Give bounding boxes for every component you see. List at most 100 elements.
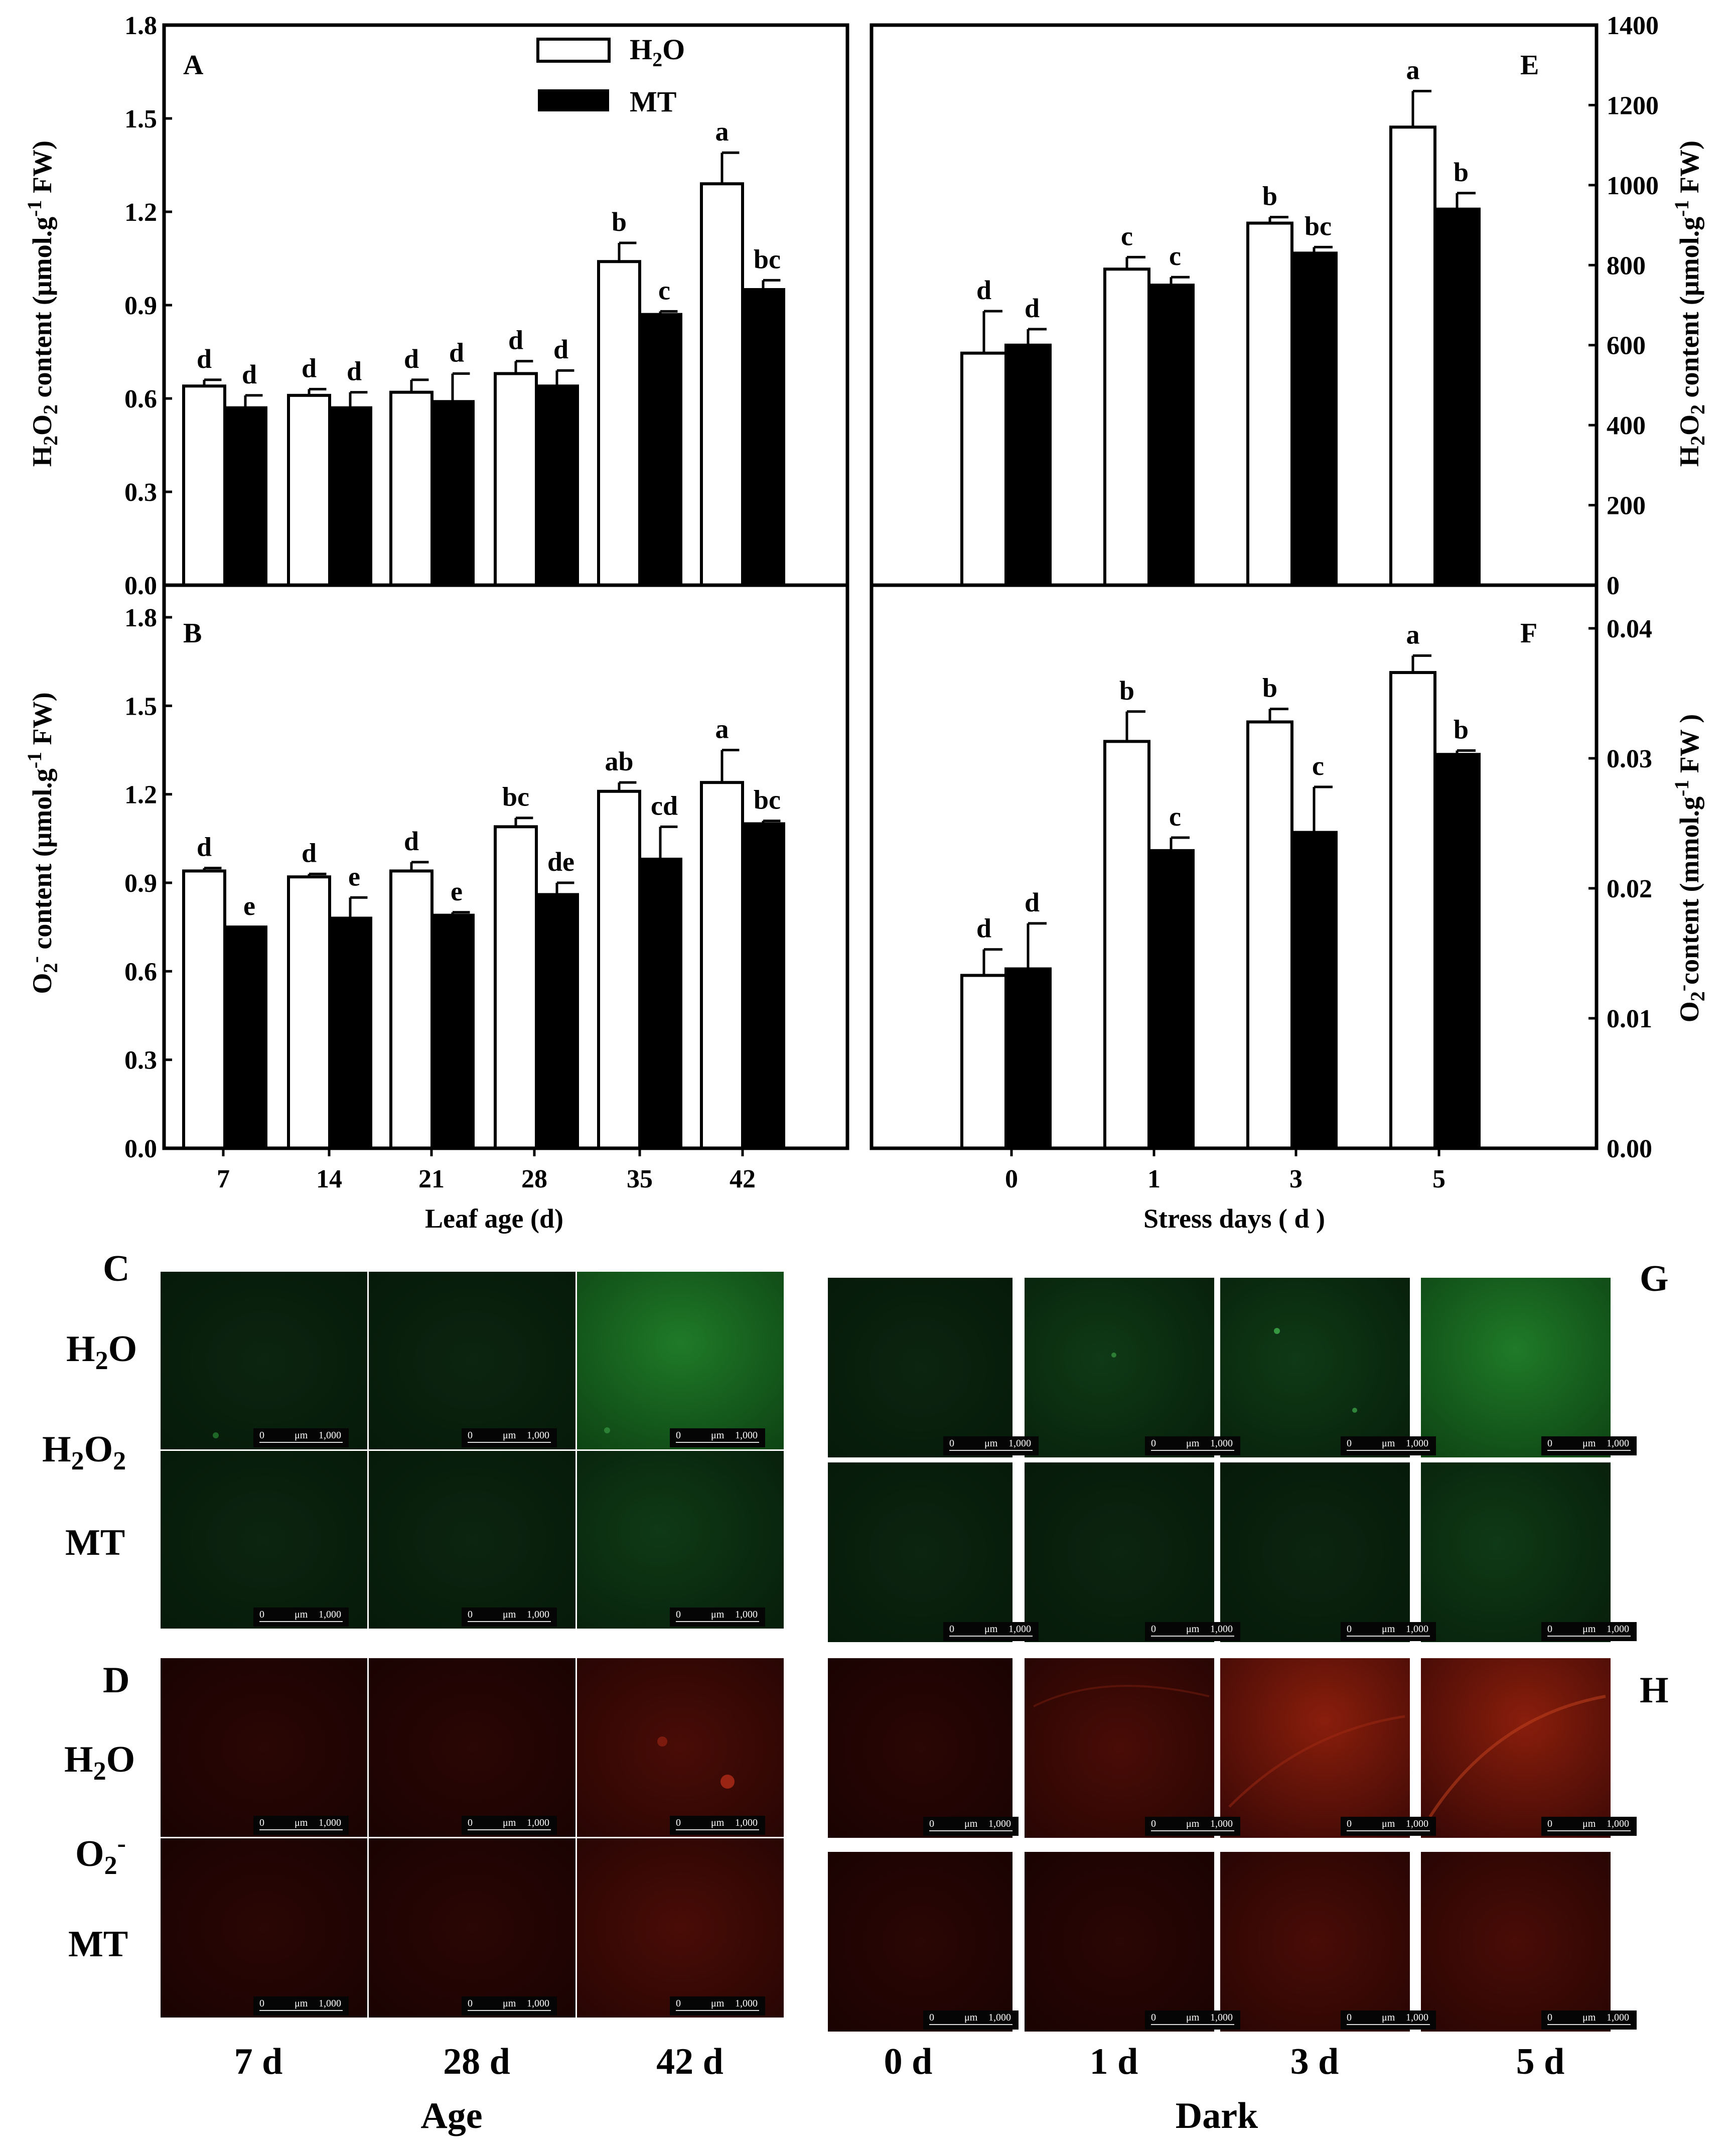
y-tick-label: 0.01 [1607, 1005, 1652, 1033]
scale-bar-max: 1,000 [527, 1998, 549, 2009]
significance-label: e [243, 891, 255, 921]
y-tick-label: 400 [1607, 412, 1646, 440]
scale-bar: 0 μm 1,000 [253, 1428, 349, 1447]
scale-bar-zero: 0 [1547, 1624, 1552, 1635]
scale-bar-box [1145, 1817, 1240, 1836]
x-tick-label: 1 [1147, 1165, 1161, 1193]
panel-letter-e: E [1520, 50, 1539, 81]
micrograph-o2-mt-3d [1220, 1852, 1410, 2032]
significance-label: d [302, 353, 317, 383]
panel-letter-g: G [1640, 1258, 1669, 1299]
scale-bar-unit: μm [1582, 1438, 1596, 1449]
scale-bar-unit: μm [711, 1430, 725, 1441]
col-label-0d: 0 d [884, 2041, 933, 2082]
scale-bar-unit: μm [295, 1817, 308, 1828]
group-label-age: Age [420, 2095, 482, 2136]
scale-bar-box [1341, 1817, 1436, 1836]
scale-bar-box [923, 2010, 1019, 2030]
bar-b-mt-28 [535, 893, 579, 1150]
scale-bar: 0 μm 1,000 [1541, 1622, 1637, 1641]
bar-a-h2o-21 [389, 390, 433, 587]
scale-bar-box [670, 1607, 765, 1627]
scale-bar-box [1145, 1622, 1240, 1641]
scale-bar-zero: 0 [1347, 1624, 1352, 1635]
scale-bar-box [462, 1607, 557, 1627]
scale-bar-zero: 0 [949, 1624, 954, 1635]
plot-frame-f [870, 583, 1599, 1150]
scale-bar-zero: 0 [259, 1430, 264, 1441]
scale-bar: 0 μm 1,000 [462, 1996, 557, 2015]
significance-label: b [1262, 181, 1277, 211]
y-tick-label: 0.0 [124, 1135, 157, 1163]
bar-a-mt-35 [638, 313, 682, 587]
bar-a-mt-14 [328, 406, 372, 587]
micrograph-grid-left [161, 1272, 784, 2018]
x-axis-title-left: Leaf age (d) [425, 1203, 563, 1234]
scale-bar-zero: 0 [468, 1609, 473, 1620]
scale-bar-zero: 0 [1347, 1818, 1352, 1829]
x-tick-label: 5 [1432, 1165, 1445, 1193]
scale-bar-zero: 0 [1347, 1438, 1352, 1449]
scale-bar-box [1341, 1436, 1436, 1455]
scale-bar-unit: μm [1382, 1818, 1395, 1829]
scale-bar: 0 μm 1,000 [923, 1817, 1019, 1836]
scale-bar-max: 1,000 [1406, 2012, 1428, 2023]
scale-bar-max: 1,000 [735, 1609, 758, 1620]
x-axis-title-right: Stress days ( d ) [1143, 1203, 1325, 1234]
micrograph-o2-mt-28d [369, 1838, 575, 2018]
scale-bar: 0 μm 1,000 [943, 1436, 1039, 1455]
bar-a-mt-21 [430, 400, 475, 587]
significance-label: b [1454, 157, 1469, 187]
micrograph-o2-h2o-1d [1025, 1658, 1214, 1838]
scale-bar-max: 1,000 [319, 1609, 341, 1620]
bar-e-h2o-1 [1103, 267, 1150, 587]
micrograph-o2-mt-7d [161, 1838, 367, 2018]
scale-bar-max: 1,000 [1210, 1624, 1233, 1635]
micrograph-h2o2-h2o-42d [577, 1272, 784, 1449]
micrograph-grid-right [828, 1278, 1611, 2032]
scale-bar: 0 μm 1,000 [1145, 1436, 1240, 1455]
bar-e-h2o-3 [1246, 221, 1293, 587]
bar-f-mt-1 [1147, 849, 1195, 1150]
scale-bar-zero: 0 [468, 1430, 473, 1441]
significance-label: b [1262, 673, 1277, 703]
significance-label: bc [754, 785, 781, 815]
plot-frame-b [162, 583, 849, 1150]
micrograph-h2o2-mt-42d [577, 1451, 784, 1629]
bar-e-mt-3 [1290, 251, 1338, 587]
y-tick-label: 0.04 [1607, 615, 1652, 643]
bar-a-h2o-42 [700, 182, 744, 587]
y-tick-label: 0.9 [124, 292, 157, 320]
scale-bar-unit: μm [1186, 1818, 1200, 1829]
significance-label: b [1454, 714, 1469, 744]
scale-bar: 0 μm 1,000 [1145, 1817, 1240, 1836]
micrograph-o2-mt-1d [1025, 1852, 1214, 2032]
significance-label: b [612, 207, 627, 237]
micrograph-h2o2-h2o-1d [1025, 1278, 1214, 1457]
scale-bar-box [670, 1996, 765, 2015]
bar-b-h2o-7 [182, 869, 226, 1150]
y-tick-label: 0.3 [124, 478, 157, 507]
scale-bar-box [943, 1622, 1039, 1641]
group-label-dark: Dark [1176, 2095, 1258, 2136]
y-tick-label: 0.00 [1607, 1135, 1652, 1163]
x-tick-label: 0 [1005, 1165, 1018, 1193]
stain-label-o2: O2- [75, 1829, 126, 1880]
scale-bar-unit: μm [1186, 1438, 1200, 1449]
scale-bar-box [1341, 1622, 1436, 1641]
bar-f-h2o-3 [1246, 720, 1293, 1150]
scale-bar-unit: μm [1186, 1624, 1200, 1635]
scale-bar-max: 1,000 [1406, 1438, 1428, 1449]
scale-bar-max: 1,000 [735, 1817, 758, 1828]
scale-bar-max: 1,000 [319, 1430, 341, 1441]
scale-bar-box [1541, 1817, 1637, 1836]
panel-letter-c: C [103, 1248, 129, 1289]
panel-letter-d: D [103, 1660, 129, 1701]
scale-bar: 0 μm 1,000 [1341, 1622, 1436, 1641]
y-axis-title-b: O2- content (μmol.g-1 FW) [23, 692, 62, 994]
scale-bar-max: 1,000 [735, 1998, 758, 2009]
scale-bar-max: 1,000 [1607, 1624, 1629, 1635]
scale-bar-unit: μm [503, 1609, 516, 1620]
micrograph-o2-mt-42d [577, 1838, 784, 2018]
